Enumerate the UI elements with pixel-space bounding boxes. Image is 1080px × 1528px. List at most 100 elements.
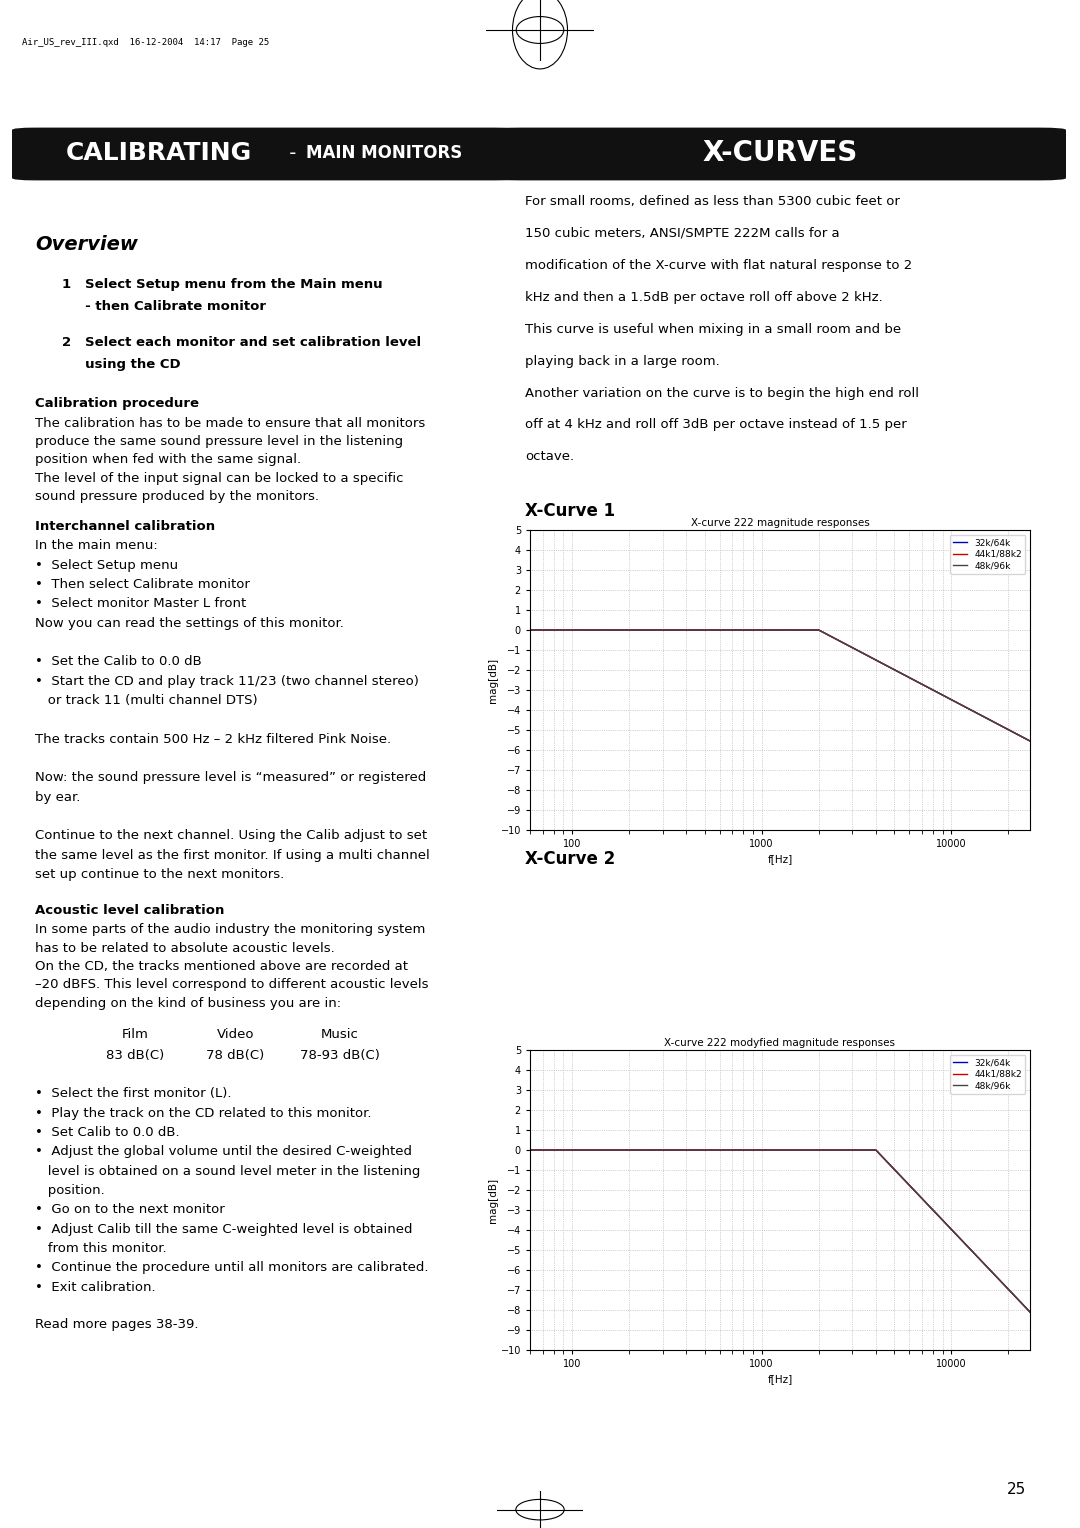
Text: This curve is useful when mixing in a small room and be: This curve is useful when mixing in a sm… <box>525 322 901 336</box>
48k/96k <box>914 674 927 692</box>
Text: Calibration procedure: Calibration procedure <box>35 397 199 411</box>
Text: has to be related to absolute acoustic levels.: has to be related to absolute acoustic l… <box>35 941 335 955</box>
32k/64k <box>745 620 758 639</box>
Text: X-CURVES: X-CURVES <box>702 139 858 167</box>
Line: 44k1/88k2: 44k1/88k2 <box>515 1151 1030 1313</box>
Text: Now: the sound pressure level is “measured” or registered: Now: the sound pressure level is “measur… <box>35 772 427 784</box>
32k/64k <box>1024 732 1037 750</box>
Text: Film: Film <box>122 1027 149 1041</box>
Text: from this monitor.: from this monitor. <box>35 1242 166 1254</box>
32k/64k <box>1009 724 1022 743</box>
44k1/88k2 <box>914 1187 927 1206</box>
Text: •  Then select Calibrate monitor: • Then select Calibrate monitor <box>35 578 249 591</box>
48k/96k <box>535 1141 548 1160</box>
44k1/88k2 <box>509 620 522 639</box>
Text: X-Curve 1: X-Curve 1 <box>525 503 616 520</box>
Text: modification of the X-curve with flat natural response to 2: modification of the X-curve with flat na… <box>525 258 913 272</box>
X-axis label: f[Hz]: f[Hz] <box>768 1375 793 1384</box>
Text: set up continue to the next monitors.: set up continue to the next monitors. <box>35 868 284 882</box>
Text: CALIBRATING: CALIBRATING <box>66 141 253 165</box>
Text: –20 dBFS. This level correspond to different acoustic levels: –20 dBFS. This level correspond to diffe… <box>35 978 429 992</box>
Line: 32k/64k: 32k/64k <box>515 630 1030 741</box>
Text: position.: position. <box>35 1184 105 1196</box>
48k/96k <box>745 620 758 639</box>
32k/64k <box>745 1141 758 1160</box>
Text: •  Go on to the next monitor: • Go on to the next monitor <box>35 1204 225 1216</box>
Line: 48k/96k: 48k/96k <box>515 1151 1030 1313</box>
44k1/88k2 <box>759 1141 772 1160</box>
Text: using the CD: using the CD <box>63 358 181 371</box>
44k1/88k2 <box>509 1141 522 1160</box>
Text: MAIN MONITORS: MAIN MONITORS <box>307 144 462 162</box>
Text: Acoustic level calibration: Acoustic level calibration <box>35 905 225 917</box>
44k1/88k2 <box>1024 732 1037 750</box>
Text: •  Set Calib to 0.0 dB.: • Set Calib to 0.0 dB. <box>35 1126 179 1140</box>
Text: position when fed with the same signal.: position when fed with the same signal. <box>35 454 301 466</box>
Text: Read more pages 38-39.: Read more pages 38-39. <box>35 1317 199 1331</box>
Text: In some parts of the audio industry the monitoring system: In some parts of the audio industry the … <box>35 923 426 937</box>
Legend: 32k/64k, 44k1/88k2, 48k/96k: 32k/64k, 44k1/88k2, 48k/96k <box>950 535 1026 575</box>
Text: off at 4 kHz and roll off 3dB per octave instead of 1.5 per: off at 4 kHz and roll off 3dB per octave… <box>525 419 907 431</box>
Text: produce the same sound pressure level in the listening: produce the same sound pressure level in… <box>35 435 403 448</box>
Text: Video: Video <box>216 1027 254 1041</box>
48k/96k <box>509 1141 522 1160</box>
Text: the same level as the first monitor. If using a multi channel: the same level as the first monitor. If … <box>35 848 430 862</box>
48k/96k <box>509 620 522 639</box>
Text: •  Exit calibration.: • Exit calibration. <box>35 1280 156 1294</box>
Text: 78 dB(C): 78 dB(C) <box>206 1048 265 1062</box>
Text: -: - <box>283 144 302 162</box>
Line: 32k/64k: 32k/64k <box>515 1151 1030 1313</box>
Text: •  Select the first monitor (L).: • Select the first monitor (L). <box>35 1088 231 1100</box>
Text: •  Start the CD and play track 11/23 (two channel stereo): • Start the CD and play track 11/23 (two… <box>35 675 419 688</box>
Text: •  Set the Calib to 0.0 dB: • Set the Calib to 0.0 dB <box>35 656 202 668</box>
44k1/88k2 <box>1009 724 1022 743</box>
Text: •  Select monitor Master L front: • Select monitor Master L front <box>35 597 246 611</box>
Text: Overview: Overview <box>35 235 138 254</box>
Text: 2   Select each monitor and set calibration level: 2 Select each monitor and set calibratio… <box>63 336 421 350</box>
44k1/88k2 <box>914 674 927 692</box>
32k/64k <box>1009 1287 1022 1305</box>
Text: On the CD, the tracks mentioned above are recorded at: On the CD, the tracks mentioned above ar… <box>35 960 408 973</box>
Text: Continue to the next channel. Using the Calib adjust to set: Continue to the next channel. Using the … <box>35 830 427 842</box>
Text: The level of the input signal can be locked to a specific: The level of the input signal can be loc… <box>35 472 404 484</box>
44k1/88k2 <box>759 620 772 639</box>
Text: •  Select Setup menu: • Select Setup menu <box>35 559 178 571</box>
Text: X-Curve 2: X-Curve 2 <box>525 850 616 868</box>
32k/64k <box>1024 1303 1037 1322</box>
Text: Now you can read the settings of this monitor.: Now you can read the settings of this mo… <box>35 617 343 630</box>
48k/96k <box>759 1141 772 1160</box>
Text: 83 dB(C): 83 dB(C) <box>106 1048 164 1062</box>
Text: playing back in a large room.: playing back in a large room. <box>525 354 719 368</box>
44k1/88k2 <box>745 1141 758 1160</box>
Legend: 32k/64k, 44k1/88k2, 48k/96k: 32k/64k, 44k1/88k2, 48k/96k <box>950 1054 1026 1094</box>
Line: 44k1/88k2: 44k1/88k2 <box>515 630 1030 741</box>
48k/96k <box>1024 1303 1037 1322</box>
Text: level is obtained on a sound level meter in the listening: level is obtained on a sound level meter… <box>35 1164 420 1178</box>
Text: by ear.: by ear. <box>35 792 80 804</box>
Text: 1   Select Setup menu from the Main menu: 1 Select Setup menu from the Main menu <box>63 278 383 292</box>
Text: Air_US_rev_III.qxd  16-12-2004  14:17  Page 25: Air_US_rev_III.qxd 16-12-2004 14:17 Page… <box>22 38 269 47</box>
32k/64k <box>1009 724 1022 743</box>
Text: •  Play the track on the CD related to this monitor.: • Play the track on the CD related to th… <box>35 1106 372 1120</box>
Text: Another variation on the curve is to begin the high end roll: Another variation on the curve is to beg… <box>525 387 919 399</box>
Text: octave.: octave. <box>525 451 575 463</box>
Text: •  Adjust Calib till the same C-weighted level is obtained: • Adjust Calib till the same C-weighted … <box>35 1222 413 1236</box>
Text: Music: Music <box>321 1027 359 1041</box>
Text: The calibration has to be made to ensure that all monitors: The calibration has to be made to ensure… <box>35 417 426 429</box>
44k1/88k2 <box>535 620 548 639</box>
32k/64k <box>535 620 548 639</box>
48k/96k <box>759 620 772 639</box>
Text: - then Calibrate monitor: - then Calibrate monitor <box>63 299 267 313</box>
48k/96k <box>1009 1287 1022 1305</box>
44k1/88k2 <box>1009 724 1022 743</box>
32k/64k <box>759 620 772 639</box>
X-axis label: f[Hz]: f[Hz] <box>768 854 793 865</box>
Text: kHz and then a 1.5dB per octave roll off above 2 kHz.: kHz and then a 1.5dB per octave roll off… <box>525 290 882 304</box>
Line: 48k/96k: 48k/96k <box>515 630 1030 741</box>
48k/96k <box>914 1187 927 1206</box>
Text: The tracks contain 500 Hz – 2 kHz filtered Pink Noise.: The tracks contain 500 Hz – 2 kHz filter… <box>35 733 391 746</box>
Text: depending on the kind of business you are in:: depending on the kind of business you ar… <box>35 996 341 1010</box>
32k/64k <box>535 1141 548 1160</box>
32k/64k <box>914 674 927 692</box>
48k/96k <box>1009 1287 1022 1305</box>
